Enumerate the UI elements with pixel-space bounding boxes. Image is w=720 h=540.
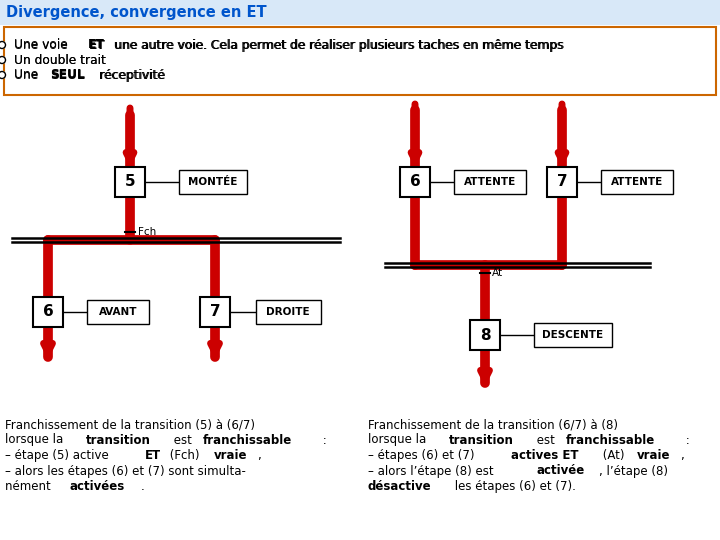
Text: réceptivité: réceptivité	[96, 69, 166, 82]
Text: 5: 5	[125, 174, 135, 190]
Text: ATTENTE: ATTENTE	[611, 177, 663, 187]
Text: 6: 6	[410, 174, 420, 190]
Text: nément: nément	[5, 480, 55, 493]
Text: lorsque la: lorsque la	[5, 434, 67, 447]
Text: 6: 6	[42, 305, 53, 320]
Text: :: :	[682, 434, 690, 447]
Text: Une: Une	[14, 69, 42, 82]
Text: transition: transition	[449, 434, 513, 447]
Text: – étape (5) active: – étape (5) active	[5, 449, 112, 462]
Text: , l’étape (8): , l’étape (8)	[599, 464, 667, 477]
Bar	[179, 170, 247, 194]
Text: une autre voie. Cela permet de réaliser plusieurs taches en même temps: une autre voie. Cela permet de réaliser …	[111, 39, 564, 52]
Text: lorsque la: lorsque la	[368, 434, 430, 447]
Text: 7: 7	[210, 305, 220, 320]
Text: ,: ,	[258, 449, 261, 462]
Text: vraie: vraie	[636, 449, 670, 462]
Text: DROITE: DROITE	[266, 307, 310, 317]
Text: AVANT: AVANT	[99, 307, 138, 317]
Text: :: :	[319, 434, 327, 447]
Circle shape	[0, 71, 6, 78]
Text: activées: activées	[69, 480, 125, 493]
Text: ET: ET	[89, 38, 105, 51]
Text: SEUL: SEUL	[50, 69, 85, 82]
Text: – étapes (6) et (7): – étapes (6) et (7)	[368, 449, 478, 462]
Bar	[4, 27, 716, 95]
Bar	[400, 167, 430, 197]
Text: une autre voie. Cela permet de réaliser plusieurs taches en même temps: une autre voie. Cela permet de réaliser …	[110, 38, 563, 51]
Text: ATTENTE: ATTENTE	[464, 177, 516, 187]
Bar	[200, 297, 230, 327]
Text: Une voie: Une voie	[14, 39, 71, 52]
Text: ET: ET	[145, 449, 161, 462]
Text: MONTÉE: MONTÉE	[189, 177, 238, 187]
Text: 7: 7	[557, 174, 567, 190]
Text: Un double trait: Un double trait	[14, 54, 106, 67]
Circle shape	[0, 57, 6, 64]
Text: activée: activée	[536, 464, 584, 477]
Bar	[115, 167, 145, 197]
Text: Un double trait: Un double trait	[14, 53, 106, 66]
Text: est: est	[533, 434, 559, 447]
Bar	[87, 300, 149, 324]
Text: ,: ,	[680, 449, 684, 462]
Text: At: At	[492, 268, 503, 278]
Text: Fch: Fch	[138, 227, 156, 237]
Text: Une: Une	[14, 69, 42, 82]
Bar	[454, 170, 526, 194]
Bar	[33, 297, 63, 327]
Text: Divergence, convergence en ET: Divergence, convergence en ET	[6, 5, 266, 21]
Bar	[256, 300, 320, 324]
Bar	[470, 320, 500, 350]
Text: Une voie: Une voie	[14, 38, 71, 51]
Text: est: est	[170, 434, 195, 447]
Text: SEUL: SEUL	[50, 69, 86, 82]
Text: DESCENTE: DESCENTE	[542, 330, 603, 340]
Circle shape	[0, 42, 6, 49]
Text: (Fch): (Fch)	[166, 449, 203, 462]
Text: désactive: désactive	[368, 480, 431, 493]
Bar	[547, 167, 577, 197]
Text: réceptivité: réceptivité	[95, 69, 165, 82]
Text: Franchissement de la transition (6/7) à (8): Franchissement de la transition (6/7) à …	[368, 418, 618, 431]
Text: vraie: vraie	[214, 449, 248, 462]
Bar	[534, 323, 612, 347]
Text: les étapes (6) et (7).: les étapes (6) et (7).	[451, 480, 575, 493]
Bar	[0, 0, 720, 25]
Text: 8: 8	[480, 327, 490, 342]
Text: ET: ET	[89, 39, 106, 52]
Text: – alors l’étape (8) est: – alors l’étape (8) est	[368, 464, 498, 477]
Text: actives ET: actives ET	[511, 449, 579, 462]
Text: franchissable: franchissable	[566, 434, 655, 447]
Text: – alors les étapes (6) et (7) sont simulta-: – alors les étapes (6) et (7) sont simul…	[5, 464, 246, 477]
Text: transition: transition	[86, 434, 150, 447]
Text: Franchissement de la transition (5) à (6/7): Franchissement de la transition (5) à (6…	[5, 418, 255, 431]
Text: .: .	[141, 480, 145, 493]
Text: franchissable: franchissable	[203, 434, 292, 447]
Bar	[601, 170, 673, 194]
Text: (At): (At)	[599, 449, 628, 462]
